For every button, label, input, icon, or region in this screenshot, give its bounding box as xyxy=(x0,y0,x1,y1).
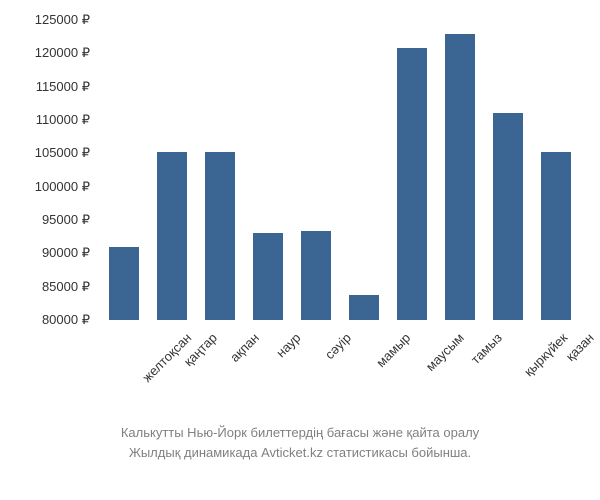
bars-group xyxy=(100,20,580,320)
bar xyxy=(541,152,571,320)
bar xyxy=(253,233,283,320)
bar xyxy=(397,48,427,320)
x-tick-label: қазан xyxy=(563,330,597,364)
x-axis: желтоқсанқаңтарақпаннаурсәуірмамырмаусым… xyxy=(100,325,580,425)
x-tick-label: мамыр xyxy=(373,330,413,370)
y-tick-label: 85000 ₽ xyxy=(42,279,90,295)
x-tick-label: маусым xyxy=(423,330,467,374)
bar xyxy=(349,295,379,320)
x-tick-label: тамыз xyxy=(468,330,505,367)
y-axis: 80000 ₽85000 ₽90000 ₽95000 ₽100000 ₽1050… xyxy=(10,20,95,320)
caption-line-1: Калькутты Нью-Йорк билеттердің бағасы жә… xyxy=(0,425,600,440)
y-tick-label: 80000 ₽ xyxy=(42,312,90,328)
bar xyxy=(109,247,139,320)
chart-container: 80000 ₽ 85000 ₽ 90000 ₽ 95000 ₽ 100000 ₽ 1050… xyxy=(10,15,590,485)
x-tick-label: сәуір xyxy=(322,330,354,362)
bar xyxy=(493,113,523,320)
bar xyxy=(157,152,187,320)
bar xyxy=(301,231,331,320)
caption-line-2: Жылдық динамикада Avticket.kz статистика… xyxy=(0,445,600,460)
plot-area xyxy=(100,20,580,320)
y-tick-label: 90000 ₽ xyxy=(42,245,90,261)
x-tick-label: наур xyxy=(273,330,303,360)
y-tick-label: 105000 ₽ xyxy=(35,145,90,161)
y-tick-label: 125000 ₽ xyxy=(35,12,90,28)
y-tick-label: 95000 ₽ xyxy=(42,212,90,228)
y-tick-label: 100000 ₽ xyxy=(35,179,90,195)
bar xyxy=(445,34,475,320)
x-tick-label: ақпан xyxy=(227,330,262,365)
y-tick-label: 120000 ₽ xyxy=(35,45,90,61)
y-tick-label: 110000 ₽ xyxy=(36,112,90,128)
y-tick-label: 115000 ₽ xyxy=(36,79,90,95)
x-tick-label: қыркүйек xyxy=(521,330,570,379)
bar xyxy=(205,152,235,320)
